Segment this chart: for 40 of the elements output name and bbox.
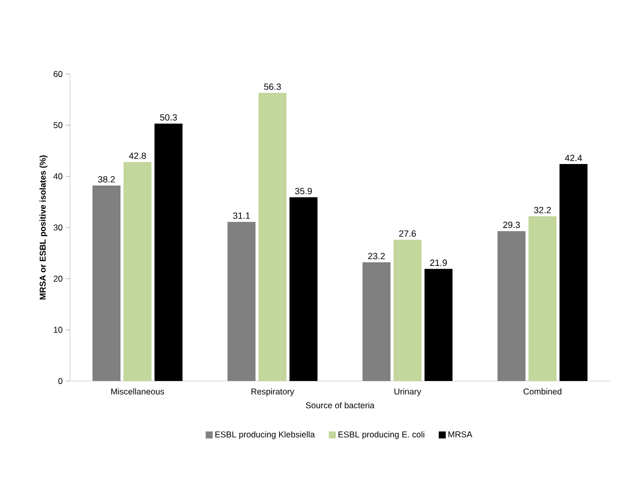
y-tick-label: 30 xyxy=(54,224,62,230)
x-axis-title: Source of bacteria xyxy=(306,402,374,408)
data-label: 56.3 xyxy=(264,84,281,90)
bar xyxy=(394,240,422,381)
legend-label: ESBL producing E. coli xyxy=(338,431,424,440)
bar xyxy=(124,162,152,381)
data-label: 31.1 xyxy=(233,212,250,219)
data-label: 38.2 xyxy=(98,176,115,183)
data-label: 42.4 xyxy=(564,154,582,162)
bar xyxy=(92,186,121,381)
x-tick-label: Miscellaneous xyxy=(111,388,164,395)
y-tick-label: 50 xyxy=(54,122,62,128)
data-label: 27.6 xyxy=(399,230,416,237)
y-tick-label: 0 xyxy=(58,378,62,384)
data-label: 23.2 xyxy=(368,252,385,260)
data-label: 42.8 xyxy=(128,152,146,159)
x-tick-label: Urinary xyxy=(394,388,422,396)
y-tick-label: 20 xyxy=(54,276,62,282)
bar xyxy=(258,92,287,381)
x-tick-label: Combined xyxy=(524,388,562,395)
bar xyxy=(228,222,256,381)
y-tick-label: 40 xyxy=(53,173,62,180)
bar xyxy=(560,164,588,381)
legend-label: MRSA xyxy=(448,431,472,438)
bar xyxy=(424,268,453,381)
bar xyxy=(362,262,391,381)
data-label: 32.2 xyxy=(534,206,551,214)
bar xyxy=(290,197,318,381)
bar xyxy=(498,231,526,381)
y-axis-title: MRSA or ESBL positive isolates (%) xyxy=(39,155,48,300)
y-tick-label: 60 xyxy=(54,70,62,77)
data-label: 35.9 xyxy=(295,188,312,194)
x-tick-label: Respiratory xyxy=(251,388,294,396)
y-tick-label: 10 xyxy=(54,326,62,333)
legend-label: ESBL producing Klebsiella xyxy=(215,431,315,440)
data-label: 21.9 xyxy=(430,260,447,266)
bar xyxy=(528,216,557,381)
data-label: 50.3 xyxy=(160,114,177,121)
data-label: 29.3 xyxy=(503,222,520,228)
bar xyxy=(154,124,183,381)
